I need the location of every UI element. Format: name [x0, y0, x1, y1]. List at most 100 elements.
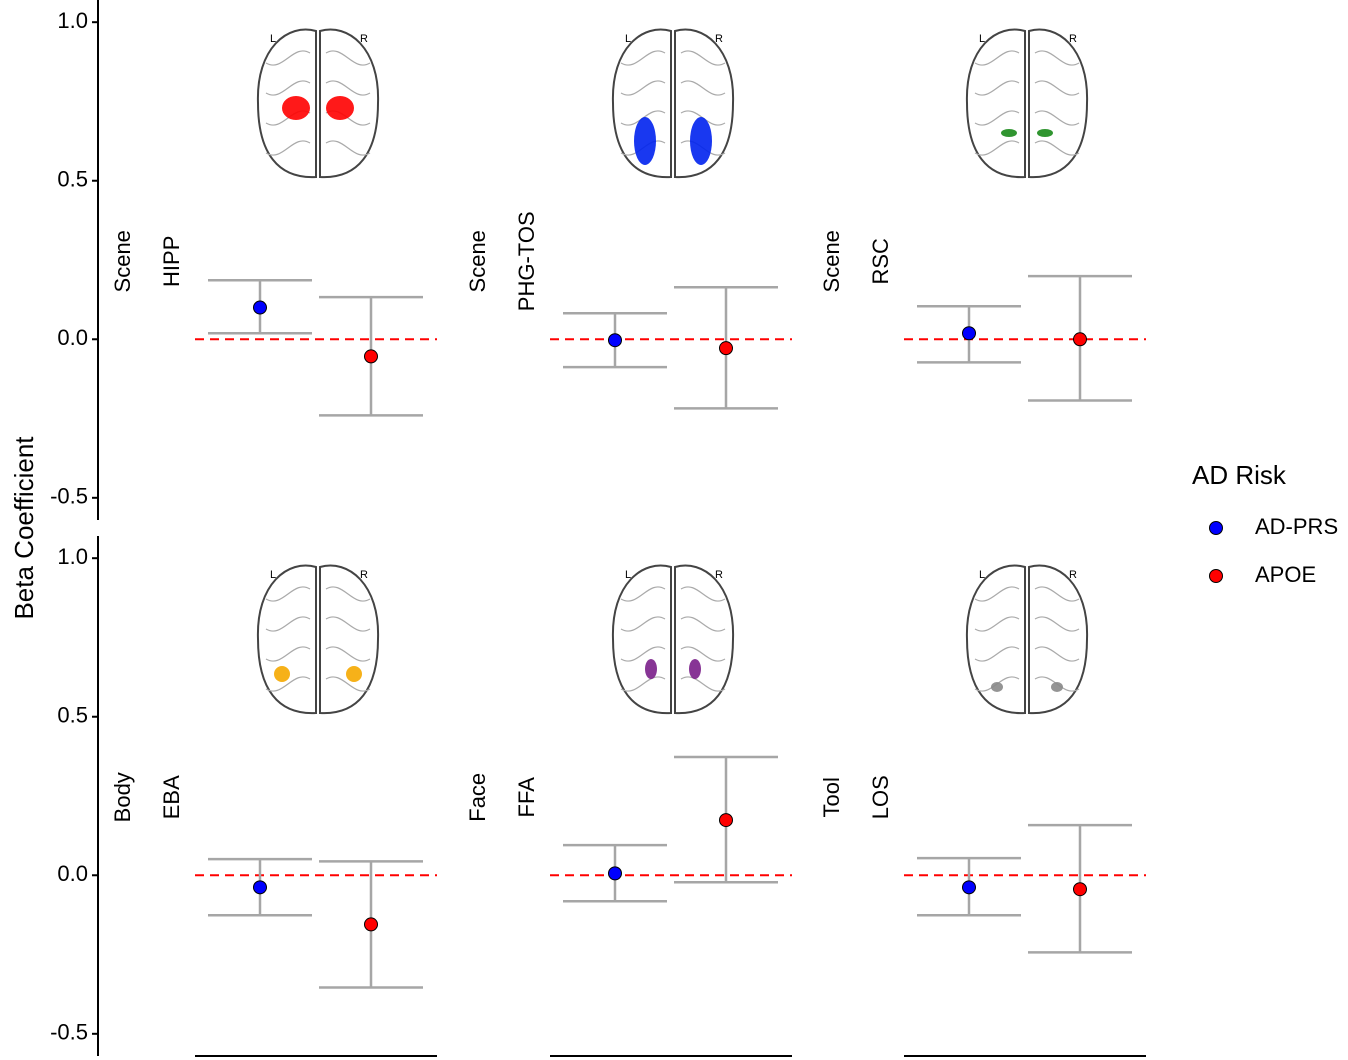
brain-hemisphere — [674, 564, 735, 715]
brain-label-left: L — [270, 33, 276, 45]
facet-roi: EBA — [159, 775, 184, 819]
brain-sulcus — [1034, 616, 1080, 632]
brain-sulcus — [974, 616, 1020, 632]
facet-category: Body — [110, 772, 135, 822]
brain-region — [346, 666, 362, 682]
facet-roi: LOS — [868, 775, 893, 819]
brain-sulcus — [680, 586, 726, 602]
brain-sulcus — [325, 586, 371, 602]
facet-category: Tool — [819, 777, 844, 817]
brain-sulcus — [1034, 646, 1080, 662]
brain-sulcus — [265, 50, 311, 66]
brain-hemisphere — [965, 564, 1026, 715]
brain-hemisphere — [674, 28, 735, 179]
brain-sulcus — [620, 80, 666, 96]
brain-region — [274, 666, 290, 682]
brain-region — [1001, 129, 1017, 137]
brain-sulcus — [1034, 586, 1080, 602]
brain-sulcus — [265, 676, 311, 692]
brain-sulcus — [325, 616, 371, 632]
brain-region — [689, 659, 701, 679]
brain-sulcus — [680, 616, 726, 632]
brain-hemisphere — [965, 28, 1026, 179]
brain-sulcus — [620, 646, 666, 662]
point — [962, 880, 976, 895]
point — [962, 326, 976, 341]
brain-label-right: R — [360, 569, 368, 581]
facet-category: Face — [465, 773, 490, 822]
brain-sulcus — [325, 676, 371, 692]
legend-marker — [1209, 569, 1223, 583]
brain-region — [634, 117, 656, 165]
brain-sulcus — [680, 80, 726, 96]
brain-sulcus — [680, 676, 726, 692]
y-tick-label: 0.0 — [57, 325, 88, 350]
brain-hemisphere — [611, 28, 672, 179]
legend-title: AD Risk — [1192, 460, 1287, 490]
brain-hemisphere — [1028, 564, 1089, 715]
facet-roi: RSC — [868, 238, 893, 285]
y-axis-title: Beta Coefficient — [9, 436, 39, 620]
brain-label-right: R — [1069, 569, 1077, 581]
brain-region — [645, 659, 657, 679]
brain-sulcus — [265, 616, 311, 632]
brain-label-right: R — [715, 569, 723, 581]
brain-sulcus — [974, 586, 1020, 602]
brain-label-right: R — [1069, 33, 1077, 45]
point — [253, 880, 267, 895]
point — [608, 866, 622, 881]
point — [719, 341, 733, 356]
brain-region — [991, 682, 1003, 692]
brain-sulcus — [325, 50, 371, 66]
brain-sulcus — [974, 646, 1020, 662]
y-tick-label: 1.0 — [57, 8, 88, 33]
brain-region — [1051, 682, 1063, 692]
brain-sulcus — [620, 50, 666, 66]
brain-sulcus — [974, 80, 1020, 96]
brain-sulcus — [325, 80, 371, 96]
brain-sulcus — [620, 676, 666, 692]
y-tick-label: 0.0 — [57, 861, 88, 886]
point — [608, 333, 622, 348]
facet-roi: HIPP — [159, 236, 184, 287]
y-tick-label: 0.5 — [57, 703, 88, 728]
brain-sulcus — [325, 646, 371, 662]
point — [253, 300, 267, 315]
legend-marker — [1209, 521, 1223, 535]
point — [364, 349, 378, 364]
brain-hemisphere — [611, 564, 672, 715]
brain-hemisphere — [256, 564, 317, 715]
brain-label-left: L — [979, 569, 985, 581]
brain-region — [690, 117, 712, 165]
brain-sulcus — [265, 646, 311, 662]
facet-category: Scene — [819, 230, 844, 292]
facet-category: Scene — [110, 230, 135, 292]
brain-sulcus — [1034, 50, 1080, 66]
point — [1073, 882, 1087, 897]
facet-category: Scene — [465, 230, 490, 292]
point — [364, 917, 378, 932]
facet-roi: PHG-TOS — [514, 211, 539, 311]
brain-sulcus — [1034, 110, 1080, 126]
brain-label-left: L — [625, 569, 631, 581]
brain-region — [326, 96, 354, 120]
brain-label-left: L — [979, 33, 985, 45]
brain-sulcus — [974, 140, 1020, 156]
point — [1073, 332, 1087, 347]
legend-label: AD-PRS — [1255, 514, 1338, 539]
y-tick-label: -0.5 — [50, 484, 88, 509]
brain-sulcus — [680, 50, 726, 66]
brain-sulcus — [265, 140, 311, 156]
brain-label-right: R — [715, 33, 723, 45]
brain-sulcus — [265, 80, 311, 96]
brain-sulcus — [620, 586, 666, 602]
y-tick-label: -0.5 — [50, 1020, 88, 1045]
brain-region — [1037, 129, 1053, 137]
legend-label: APOE — [1255, 562, 1316, 587]
brain-sulcus — [325, 140, 371, 156]
point — [719, 813, 733, 828]
brain-hemisphere — [1028, 28, 1089, 179]
brain-label-left: L — [270, 569, 276, 581]
brain-sulcus — [1034, 140, 1080, 156]
